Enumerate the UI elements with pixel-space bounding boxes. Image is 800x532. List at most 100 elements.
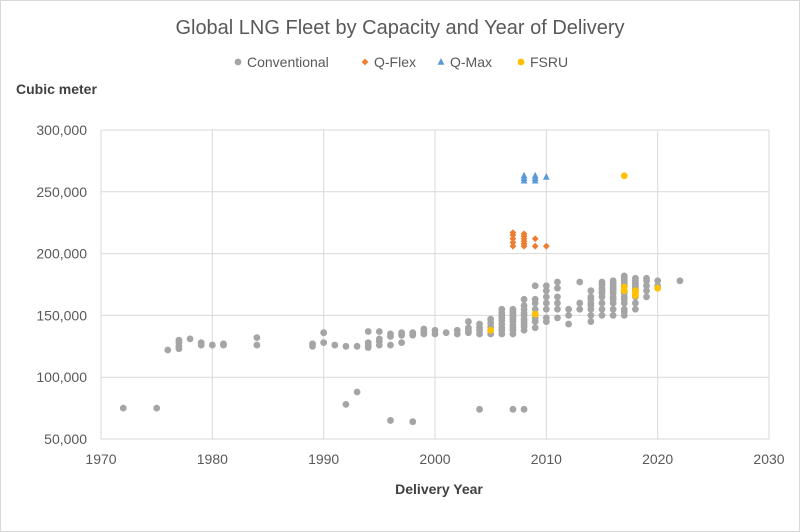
- point-conventional: [353, 388, 361, 396]
- y-tick-label: 250,000: [36, 184, 87, 200]
- point-conventional: [409, 329, 417, 337]
- point-conventional: [253, 334, 261, 342]
- point-conventional: [565, 305, 572, 313]
- point-conventional: [465, 324, 472, 332]
- point-conventional: [197, 339, 205, 346]
- point-conventional: [598, 312, 606, 319]
- y-axis-label: Cubic meter: [16, 81, 97, 97]
- point-conventional: [420, 325, 428, 333]
- x-axis-label: Delivery Year: [395, 481, 483, 497]
- point-conventional: [643, 282, 650, 290]
- data-points: [119, 171, 684, 426]
- point-conventional: [520, 405, 528, 413]
- point-conventional: [153, 404, 161, 412]
- point-conventional: [498, 305, 506, 313]
- gridlines: [100, 129, 770, 440]
- legend-item-q-flex: Q-Flex: [361, 54, 416, 70]
- x-tick-label: 1970: [85, 451, 116, 467]
- point-conventional: [442, 329, 450, 337]
- point-conventional: [253, 341, 261, 349]
- point-conventional: [654, 277, 662, 285]
- point-conventional: [620, 272, 628, 280]
- point-conventional: [587, 312, 595, 319]
- point-conventional: [387, 330, 394, 338]
- point-conventional: [676, 277, 684, 285]
- point-conventional: [476, 320, 483, 328]
- point-conventional: [643, 274, 650, 282]
- point-conventional: [175, 336, 183, 344]
- legend-label-conventional: Conventional: [247, 54, 329, 70]
- x-tick-label: 2020: [642, 451, 673, 467]
- point-conventional: [309, 340, 316, 348]
- point-conventional: [643, 287, 650, 295]
- legend-marker-fsru: [517, 58, 525, 66]
- point-conventional: [453, 326, 461, 334]
- x-tick-label: 1990: [308, 451, 339, 467]
- point-conventional: [554, 293, 561, 301]
- point-conventional: [375, 328, 383, 335]
- point-conventional: [220, 340, 227, 348]
- point-conventional: [476, 405, 483, 413]
- point-conventional: [632, 305, 639, 313]
- y-tick-label: 200,000: [36, 246, 87, 262]
- legend: Conventional Q-Flex Q-Max FSRU: [234, 54, 568, 70]
- point-conventional: [554, 278, 561, 286]
- x-tick-label: 2030: [753, 451, 784, 467]
- point-conventional: [632, 299, 639, 307]
- y-tick-labels: 50,000 100,000 150,000 200,000 250,000 300,00…: [36, 122, 87, 447]
- point-conventional: [364, 339, 372, 346]
- point-conventional: [587, 318, 595, 325]
- series-q-max: [520, 171, 550, 184]
- point-conventional: [554, 305, 561, 313]
- point-fsru: [487, 326, 495, 334]
- point-q-max: [531, 171, 539, 179]
- point-conventional: [542, 314, 550, 322]
- point-conventional: [587, 287, 595, 295]
- point-conventional: [509, 405, 517, 413]
- point-conventional: [565, 320, 572, 328]
- point-conventional: [119, 404, 127, 412]
- point-conventional: [620, 305, 628, 313]
- point-q-flex: [531, 242, 539, 250]
- point-conventional: [509, 305, 517, 313]
- point-conventional: [576, 305, 584, 313]
- legend-marker-conventional: [234, 58, 242, 66]
- legend-item-fsru: FSRU: [517, 54, 568, 70]
- point-q-flex: [520, 230, 528, 238]
- point-conventional: [565, 312, 572, 319]
- point-conventional: [542, 299, 550, 307]
- y-tick-label: 300,000: [36, 122, 87, 138]
- point-conventional: [465, 318, 472, 325]
- series-q-flex: [509, 229, 550, 250]
- point-q-flex: [509, 239, 517, 246]
- point-conventional: [554, 299, 561, 307]
- point-conventional: [643, 293, 650, 301]
- point-conventional: [598, 299, 606, 307]
- point-fsru: [531, 310, 539, 318]
- legend-label-q-max: Q-Max: [450, 54, 492, 70]
- point-conventional: [542, 293, 550, 301]
- point-q-flex: [509, 235, 517, 243]
- point-conventional: [375, 335, 383, 343]
- legend-marker-q-max: [437, 58, 445, 65]
- series-conventional: [119, 272, 684, 426]
- legend-item-conventional: Conventional: [234, 54, 329, 70]
- point-conventional: [542, 305, 550, 313]
- point-conventional: [531, 295, 539, 303]
- point-conventional: [487, 315, 495, 323]
- point-conventional: [598, 278, 606, 286]
- point-fsru: [632, 287, 639, 295]
- point-q-flex: [531, 235, 539, 243]
- point-conventional: [353, 342, 361, 350]
- x-tick-labels: 1970 1980 1990 2000 2010 2020 2030: [85, 451, 784, 467]
- point-conventional: [398, 329, 405, 337]
- point-q-max: [520, 171, 528, 179]
- x-tick-label: 1980: [197, 451, 228, 467]
- point-conventional: [598, 305, 606, 313]
- point-q-flex: [542, 242, 550, 250]
- series-fsru: [487, 172, 662, 334]
- y-tick-label: 100,000: [36, 369, 87, 385]
- point-conventional: [587, 293, 595, 301]
